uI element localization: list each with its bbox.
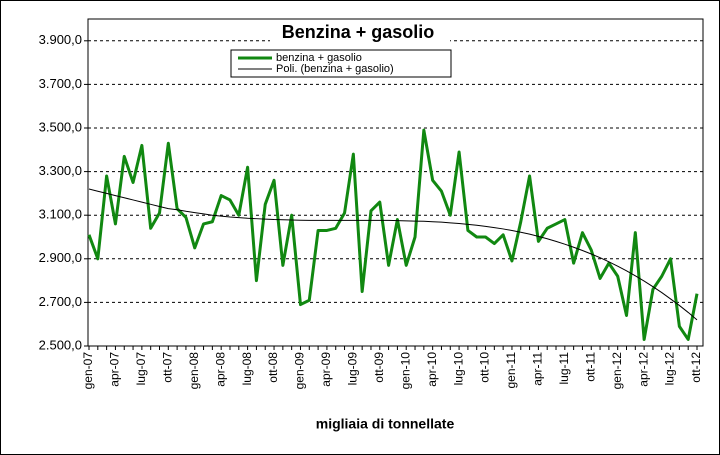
series-line	[88, 188, 698, 321]
x-tick-label: gen-12	[610, 352, 624, 390]
legend	[230, 49, 452, 78]
x-tick-label: apr-11	[531, 352, 545, 386]
x-tick-label: ott-08	[266, 352, 280, 383]
x-tick-label: gen-07	[81, 352, 95, 390]
x-tick-label: lug-08	[240, 352, 254, 386]
x-axis-label: migliaia di tonnellate	[316, 416, 455, 432]
x-tick-label: gen-10	[398, 352, 412, 390]
x-tick-label: lug-12	[663, 352, 677, 386]
y-tick-label: 3.100,0	[39, 207, 82, 222]
y-tick-label: 3.700,0	[39, 76, 82, 91]
legend-label: Poli. (benzina + gasolio)	[276, 63, 394, 75]
y-tick-label: 3.900,0	[39, 32, 82, 47]
x-tick-label: ott-09	[372, 352, 386, 383]
y-tick-label: 3.300,0	[39, 163, 82, 178]
x-tick-label: lug-09	[346, 352, 360, 386]
x-tick-label: apr-09	[319, 352, 333, 387]
x-tick-label: gen-08	[187, 352, 201, 390]
x-tick-label: ott-11	[583, 352, 597, 382]
y-tick-label: 3.500,0	[39, 119, 82, 134]
series-line	[87, 128, 699, 341]
x-tick-label: apr-07	[108, 352, 122, 387]
chart-title: Benzina + gasolio	[282, 22, 435, 42]
x-tick-label: apr-08	[213, 352, 227, 387]
x-tick-label: lug-07	[134, 352, 148, 386]
y-tick-label: 2.500,0	[39, 337, 82, 352]
x-tick-label: lug-11	[557, 352, 571, 385]
x-tick-label: gen-09	[293, 352, 307, 390]
y-tick-label: 2.700,0	[39, 294, 82, 309]
x-tick-label: ott-07	[160, 352, 174, 383]
x-tick-label: ott-12	[689, 352, 703, 383]
x-tick-label: lug-10	[451, 352, 465, 386]
x-tick-label: ott-10	[478, 352, 492, 383]
x-tick-label: apr-12	[636, 352, 650, 387]
legend-label: benzina + gasolio	[276, 52, 362, 64]
x-tick-label: gen-11	[504, 352, 518, 389]
y-tick-label: 2.900,0	[39, 250, 82, 265]
x-tick-label: apr-10	[425, 352, 439, 387]
title-bg	[270, 22, 450, 44]
lines	[87, 128, 699, 341]
